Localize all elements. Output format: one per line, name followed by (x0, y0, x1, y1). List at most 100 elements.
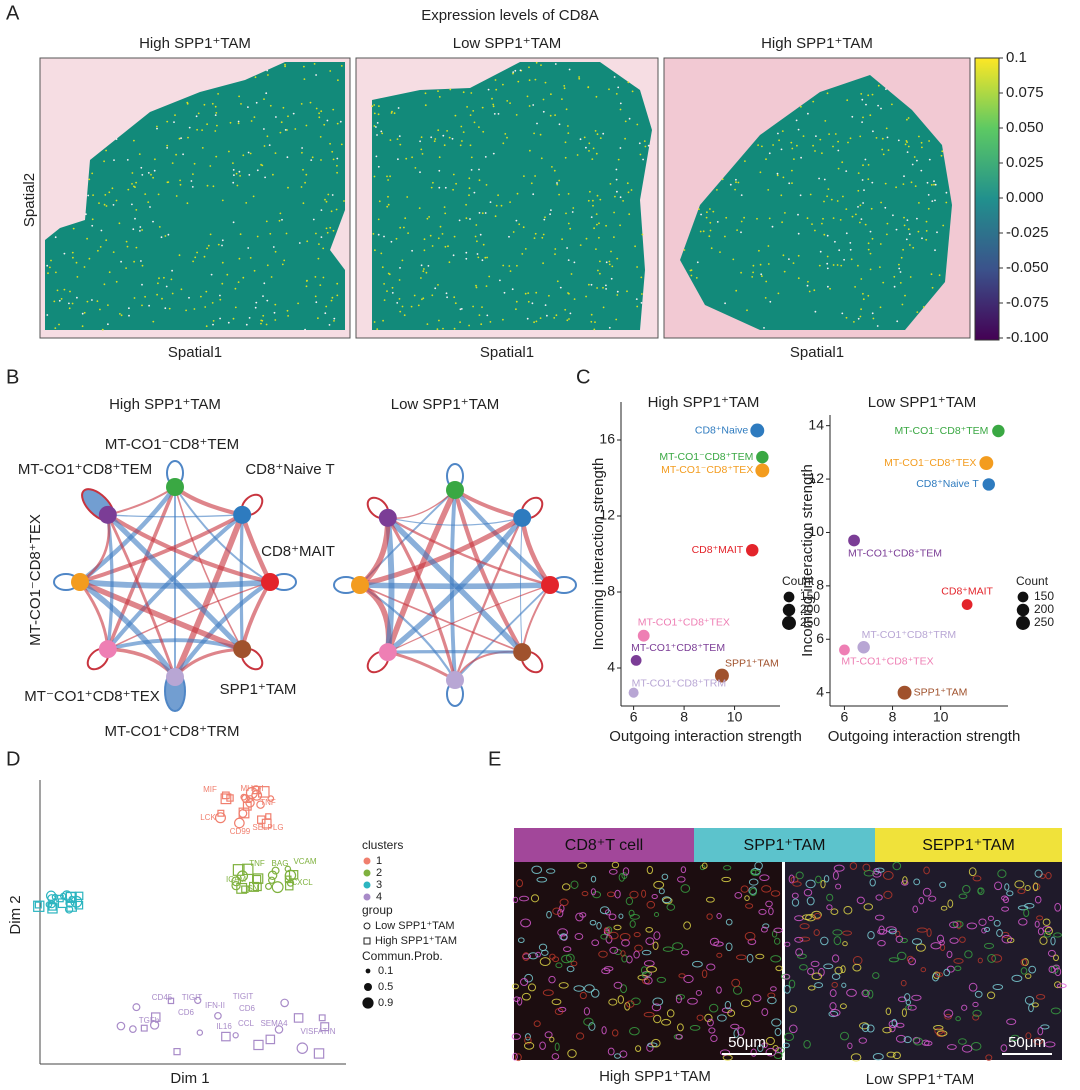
expression-spot (900, 271, 902, 273)
expression-spot (449, 137, 451, 139)
pathway-point (254, 1040, 263, 1049)
expression-spot (248, 152, 250, 154)
expression-spot (237, 185, 239, 187)
expression-spot (204, 104, 206, 106)
expression-spot (424, 249, 426, 251)
expression-spot (136, 247, 138, 249)
expression-spot (452, 138, 454, 140)
expression-spot (480, 323, 482, 325)
cell-node (446, 671, 464, 689)
expression-spot (87, 301, 89, 303)
expression-spot (182, 153, 184, 155)
expression-spot (228, 151, 230, 153)
expression-spot (880, 202, 882, 204)
expression-spot (508, 265, 510, 267)
expression-spot (499, 280, 501, 282)
expression-spot (711, 247, 713, 249)
expression-spot (845, 170, 847, 172)
expression-spot (322, 248, 324, 250)
panel-letter: B (6, 366, 19, 388)
expression-spot (906, 119, 908, 121)
expression-spot (769, 218, 771, 220)
expression-spot (569, 228, 571, 230)
expression-spot (846, 99, 848, 101)
pathway-label: VISFATIN (301, 1027, 336, 1036)
expression-spot (803, 135, 805, 137)
expression-spot (619, 224, 621, 226)
expression-spot (625, 121, 627, 123)
expression-spot (928, 208, 930, 210)
legend-label: High SPP1⁺TAM (375, 935, 457, 947)
expression-spot (565, 157, 567, 159)
colorbar-tick-label: 0.050 (1006, 119, 1044, 136)
expression-spot (872, 238, 874, 240)
chart-title: Low SPP1⁺TAM (868, 394, 977, 411)
point (857, 641, 869, 653)
expression-spot (326, 228, 328, 230)
expression-spot (614, 76, 616, 78)
size-legend-key (1016, 616, 1030, 630)
expression-spot (331, 300, 333, 302)
pathway-label: SN (247, 884, 258, 893)
expression-spot (768, 263, 770, 265)
cell-node (71, 573, 89, 591)
y-axis-label: Incoming interaction strength (799, 464, 816, 657)
expression-spot (374, 125, 376, 127)
expression-spot (260, 323, 262, 325)
expression-spot (640, 277, 642, 279)
expression-spot (427, 323, 429, 325)
expression-spot (567, 292, 569, 294)
expression-spot (568, 223, 570, 225)
expression-spot (166, 286, 168, 288)
expression-spot (486, 257, 488, 259)
expression-spot (46, 314, 48, 316)
expression-spot (53, 301, 55, 303)
pathway-label: TGFb (139, 1016, 160, 1025)
expression-spot (46, 265, 48, 267)
expression-spot (157, 282, 159, 284)
expression-spot (571, 273, 573, 275)
expression-spot (872, 94, 874, 96)
expression-spot (106, 205, 108, 207)
expression-spot (911, 181, 913, 183)
expression-spot (380, 131, 382, 133)
expression-spot (862, 202, 864, 204)
expression-spot (481, 306, 483, 308)
expression-spot (735, 290, 737, 292)
expression-spot (384, 299, 386, 301)
expression-spot (208, 245, 210, 247)
cell-node (166, 478, 184, 496)
expression-spot (508, 236, 510, 238)
expression-spot (867, 178, 869, 180)
expression-spot (902, 304, 904, 306)
expression-spot (860, 308, 862, 310)
point (962, 599, 973, 610)
expression-spot (383, 236, 385, 238)
expression-spot (594, 321, 596, 323)
expression-spot (218, 244, 220, 246)
expression-spot (236, 173, 238, 175)
expression-spot (516, 114, 518, 116)
expression-spot (921, 237, 923, 239)
expression-spot (644, 140, 646, 142)
expression-spot (454, 328, 456, 330)
expression-spot (586, 238, 588, 240)
expression-spot (858, 172, 860, 174)
expression-spot (444, 144, 446, 146)
expression-spot (452, 189, 454, 191)
expression-spot (238, 281, 240, 283)
expression-spot (906, 140, 908, 142)
expression-spot (196, 115, 198, 117)
point (898, 686, 912, 700)
expression-spot (554, 170, 556, 172)
expression-spot (860, 93, 862, 95)
expression-spot (266, 70, 268, 72)
colorbar-tick-label: -0.100 (1006, 329, 1049, 346)
expression-spot (574, 262, 576, 264)
expression-spot (280, 213, 282, 215)
expression-spot (469, 187, 471, 189)
expression-spot (865, 224, 867, 226)
legend-label: 0.5 (378, 981, 393, 993)
expression-spot (274, 312, 276, 314)
pathway-point (266, 1035, 274, 1043)
